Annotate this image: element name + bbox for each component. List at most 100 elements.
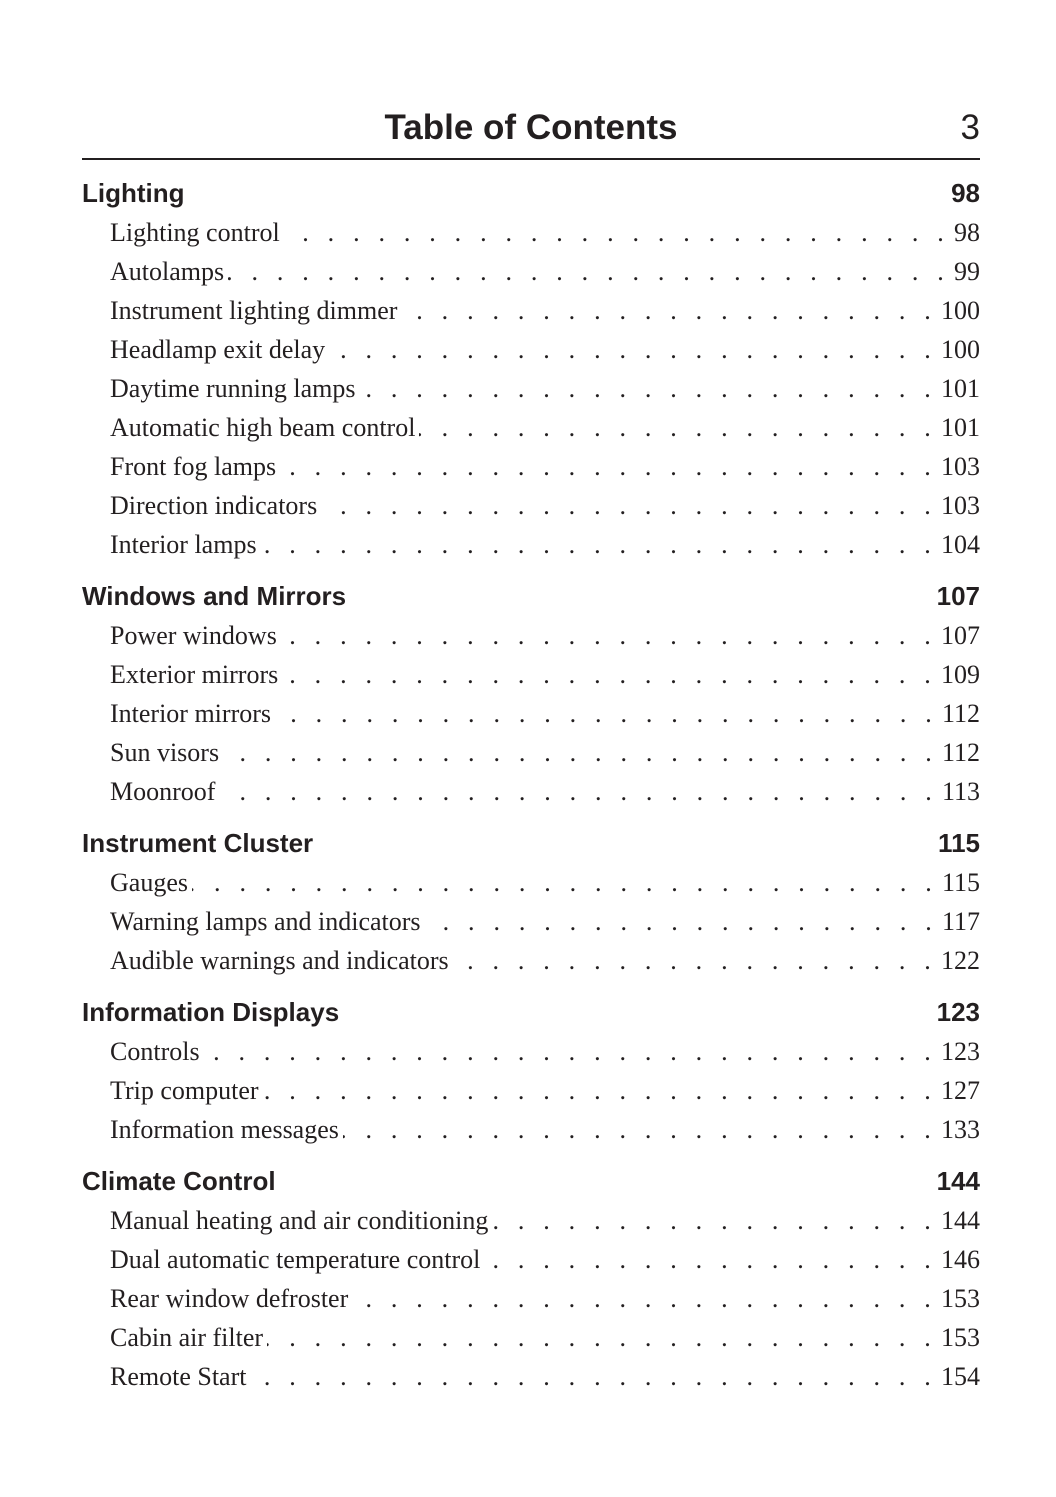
section-page: 98 — [951, 178, 980, 208]
toc-entry[interactable]: Warning lamps and indicators . . . . . .… — [82, 902, 980, 941]
dot-leader: . . . . . . . . . . . . . . . . . . . . … — [419, 413, 937, 442]
entry-label: Lighting control — [110, 218, 280, 247]
toc-section: Information Displays 123 Controls . . . … — [82, 993, 980, 1149]
entry-label: Information messages — [110, 1115, 339, 1144]
dot-leader: . . . . . . . . . . . . . . . . . . . . … — [223, 738, 938, 767]
toc-section: Lighting 98 Lighting control . . . . . .… — [82, 174, 980, 564]
dot-leader: . . . . . . . . . . . . . . . . . . . . … — [484, 1245, 937, 1274]
toc-entry[interactable]: Information messages . . . . . . . . . .… — [82, 1110, 980, 1149]
entry-label: Interior lamps — [110, 530, 257, 559]
entry-label: Instrument lighting dimmer — [110, 296, 398, 325]
entry-page: 153 — [941, 1284, 980, 1313]
toc-entry[interactable]: Front fog lamps . . . . . . . . . . . . … — [82, 447, 980, 486]
entry-label: Automatic high beam control — [110, 413, 416, 442]
toc-entry[interactable]: Dual automatic temperature control . . .… — [82, 1240, 980, 1279]
dot-leader: . . . . . . . . . . . . . . . . . . . . … — [250, 1362, 937, 1391]
toc-entry[interactable]: Cabin air filter . . . . . . . . . . . .… — [82, 1318, 980, 1357]
toc-entry[interactable]: Rear window defroster . . . . . . . . . … — [82, 1279, 980, 1318]
entry-page: 100 — [941, 296, 980, 325]
entry-page: 153 — [941, 1323, 980, 1352]
dot-leader: . . . . . . . . . . . . . . . . . . . . … — [275, 699, 938, 728]
toc-entry[interactable]: Exterior mirrors . . . . . . . . . . . .… — [82, 655, 980, 694]
toc-entry[interactable]: Audible warnings and indicators . . . . … — [82, 941, 980, 980]
toc-entry[interactable]: Power windows . . . . . . . . . . . . . … — [82, 616, 980, 655]
toc-section: Climate Control 144 Manual heating and a… — [82, 1162, 980, 1396]
toc-entry[interactable]: Sun visors . . . . . . . . . . . . . . .… — [82, 733, 980, 772]
dot-leader: . . . . . . . . . . . . . . . . . . . . … — [204, 1037, 937, 1066]
page-title: Table of Contents — [384, 108, 678, 147]
toc-entry[interactable]: Controls . . . . . . . . . . . . . . . .… — [82, 1032, 980, 1071]
entry-page: 127 — [941, 1076, 980, 1105]
entry-page: 103 — [941, 491, 980, 520]
dot-leader: . . . . . . . . . . . . . . . . . . . . … — [425, 907, 938, 936]
dot-leader: . . . . . . . . . . . . . . . . . . . . … — [321, 491, 937, 520]
toc-entry[interactable]: Daytime running lamps . . . . . . . . . … — [82, 369, 980, 408]
toc-entry[interactable]: Interior lamps . . . . . . . . . . . . .… — [82, 525, 980, 564]
dot-leader: . . . . . . . . . . . . . . . . . . . . … — [192, 868, 938, 897]
toc-entry[interactable]: Headlamp exit delay . . . . . . . . . . … — [82, 330, 980, 369]
dot-leader: . . . . . . . . . . . . . . . . . . . . … — [219, 777, 938, 806]
dot-leader: . . . . . . . . . . . . . . . . . . . . … — [343, 1115, 937, 1144]
entry-page: 113 — [941, 777, 980, 806]
entry-label: Trip computer — [110, 1076, 259, 1105]
entry-page: 122 — [941, 946, 980, 975]
dot-leader: . . . . . . . . . . . . . . . . . . . . … — [228, 257, 950, 286]
dot-leader: . . . . . . . . . . . . . . . . . . . . … — [352, 1284, 937, 1313]
toc-entry[interactable]: Lighting control . . . . . . . . . . . .… — [82, 213, 980, 252]
toc-entry[interactable]: Moonroof . . . . . . . . . . . . . . . .… — [82, 772, 980, 811]
entry-page: 112 — [941, 738, 980, 767]
section-title: Information Displays — [82, 997, 340, 1027]
entry-page: 98 — [954, 218, 980, 247]
toc-entry[interactable]: Direction indicators . . . . . . . . . .… — [82, 486, 980, 525]
entry-page: 123 — [941, 1037, 980, 1066]
page-header: Table of Contents 3 — [82, 106, 980, 160]
dot-leader: . . . . . . . . . . . . . . . . . . . . … — [401, 296, 937, 325]
entry-page: 101 — [941, 413, 980, 442]
toc-entry[interactable]: Trip computer . . . . . . . . . . . . . … — [82, 1071, 980, 1110]
entry-page: 104 — [941, 530, 980, 559]
toc-section: Windows and Mirrors 107 Power windows . … — [82, 577, 980, 811]
toc-entry[interactable]: Automatic high beam control . . . . . . … — [82, 408, 980, 447]
dot-leader: . . . . . . . . . . . . . . . . . . . . … — [282, 660, 937, 689]
entry-label: Moonroof — [110, 777, 216, 806]
entry-label: Audible warnings and indicators — [110, 946, 449, 975]
toc-entry[interactable]: Manual heating and air conditioning . . … — [82, 1201, 980, 1240]
dot-leader: . . . . . . . . . . . . . . . . . . . . … — [284, 218, 950, 247]
entry-page: 115 — [941, 868, 980, 897]
toc-entry[interactable]: Gauges . . . . . . . . . . . . . . . . .… — [82, 863, 980, 902]
section-heading[interactable]: Windows and Mirrors 107 — [82, 577, 980, 616]
dot-leader: . . . . . . . . . . . . . . . . . . . . … — [360, 374, 937, 403]
table-of-contents: Lighting 98 Lighting control . . . . . .… — [82, 174, 980, 1409]
entry-page: 144 — [941, 1206, 980, 1235]
entry-page: 117 — [941, 907, 980, 936]
section-page: 107 — [936, 581, 980, 611]
page-number: 3 — [960, 108, 980, 147]
toc-entry[interactable]: Instrument lighting dimmer . . . . . . .… — [82, 291, 980, 330]
entry-page: 107 — [941, 621, 980, 650]
entry-label: Gauges — [110, 868, 188, 897]
dot-leader: . . . . . . . . . . . . . . . . . . . . … — [453, 946, 937, 975]
toc-entry[interactable]: Interior mirrors . . . . . . . . . . . .… — [82, 694, 980, 733]
dot-leader: . . . . . . . . . . . . . . . . . . . . … — [329, 335, 937, 364]
toc-section: Instrument Cluster 115 Gauges . . . . . … — [82, 824, 980, 980]
entry-page: 154 — [941, 1362, 980, 1391]
entry-label: Manual heating and air conditioning — [110, 1206, 489, 1235]
toc-entry[interactable]: Autolamps . . . . . . . . . . . . . . . … — [82, 252, 980, 291]
entry-label: Front fog lamps — [110, 452, 277, 481]
section-heading[interactable]: Instrument Cluster 115 — [82, 824, 980, 863]
entry-label: Headlamp exit delay — [110, 335, 326, 364]
entry-label: Direction indicators — [110, 491, 318, 520]
entry-label: Remote Start — [110, 1362, 247, 1391]
entry-label: Interior mirrors — [110, 699, 272, 728]
section-page: 144 — [936, 1166, 980, 1196]
section-heading[interactable]: Information Displays 123 — [82, 993, 980, 1032]
section-page: 115 — [938, 828, 980, 858]
entry-label: Exterior mirrors — [110, 660, 279, 689]
entry-page: 112 — [941, 699, 980, 728]
section-heading[interactable]: Lighting 98 — [82, 174, 980, 213]
dot-leader: . . . . . . . . . . . . . . . . . . . . … — [263, 1076, 937, 1105]
section-title: Lighting — [82, 178, 185, 208]
toc-entry[interactable]: Remote Start . . . . . . . . . . . . . .… — [82, 1357, 980, 1396]
entry-label: Power windows — [110, 621, 277, 650]
section-heading[interactable]: Climate Control 144 — [82, 1162, 980, 1201]
